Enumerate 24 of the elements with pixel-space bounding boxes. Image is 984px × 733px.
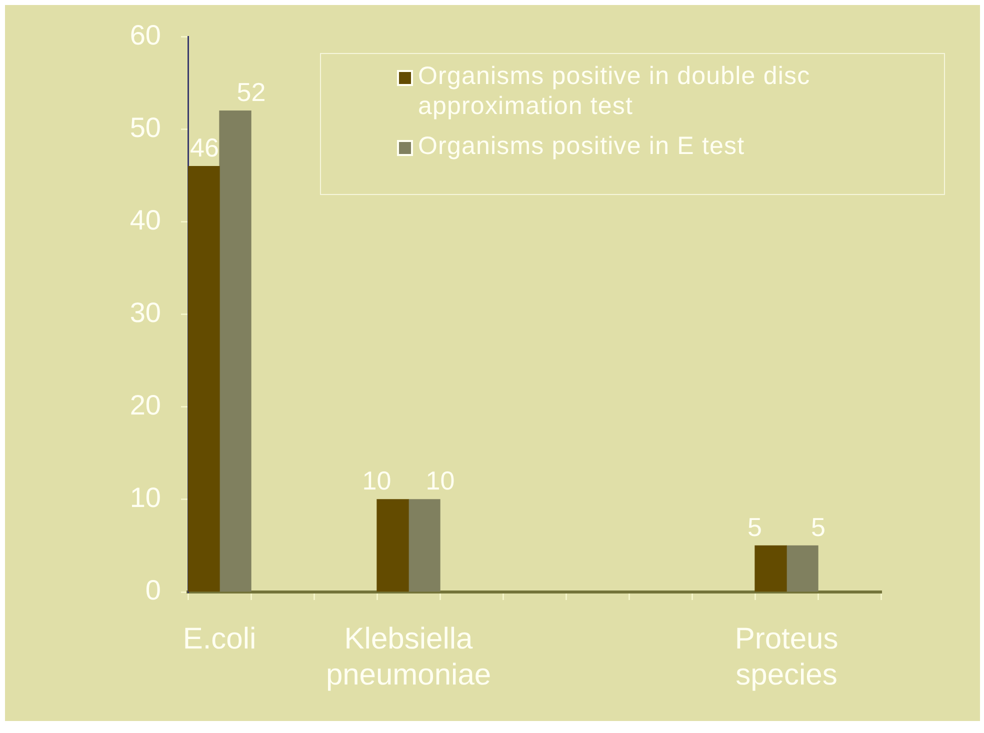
bar — [376, 499, 409, 592]
y-tick-label: 30 — [130, 297, 161, 328]
legend-label: Organisms positive in E test — [418, 131, 746, 161]
y-tick-label: 60 — [130, 20, 161, 51]
y-tick-label: 40 — [130, 204, 161, 236]
data-label: 10 — [362, 466, 392, 496]
y-tick-label: 20 — [130, 390, 161, 421]
bar — [408, 499, 440, 592]
y-tick-label: 10 — [130, 482, 161, 514]
data-label: 5 — [811, 512, 826, 542]
y-tick-label: 50 — [130, 112, 161, 144]
x-tick-label: E.coli — [182, 622, 256, 656]
bar — [754, 545, 787, 592]
data-label: 5 — [748, 512, 762, 542]
y-tick-label: 0 — [145, 574, 161, 606]
data-label: 52 — [236, 77, 266, 107]
legend-label: Organisms positive in double disc approximation test — [418, 61, 812, 121]
bar — [219, 110, 252, 592]
x-tick-label: Proteus species — [734, 622, 838, 692]
bar — [786, 545, 818, 592]
x-tick-label: Klebsiella pneumoniae — [326, 622, 492, 692]
data-label: 46 — [190, 132, 219, 163]
bar — [188, 166, 220, 592]
data-label: 10 — [426, 466, 455, 496]
